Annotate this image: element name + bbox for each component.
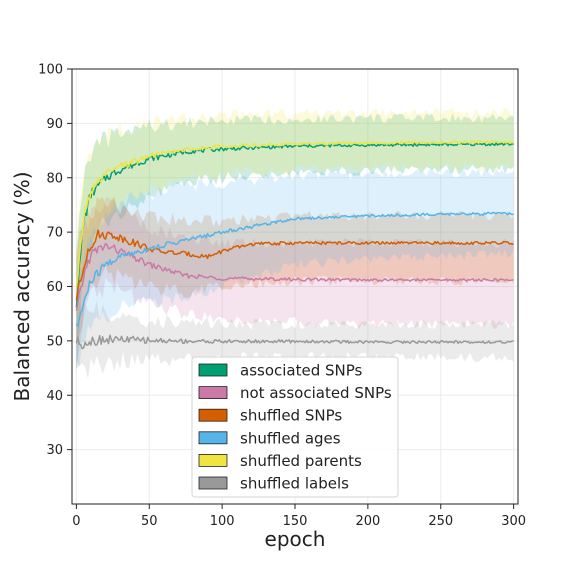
x-tick-label: 200 [355,514,380,529]
legend-label: associated SNPs [240,362,363,380]
legend-swatch [198,476,228,490]
legend-label: shuffled parents [240,452,362,470]
y-tick-label: 60 [46,280,63,295]
legend-swatch [198,431,228,445]
y-tick-label: 70 [46,226,63,241]
y-axis-label: Balanced accuracy (%) [10,171,34,401]
y-tick-label: 40 [46,389,63,404]
legend-label: shuffled SNPs [240,407,342,425]
band-6 [76,290,514,379]
legend: associated SNPs not associated SNPs shuffl… [191,356,399,498]
band-5 [76,107,514,341]
x-tick-label: 150 [283,514,308,529]
series-line-2 [75,242,514,311]
x-tick-label: 50 [141,514,158,529]
x-tick-label: 250 [428,514,453,529]
band-1 [76,113,514,375]
series-lines [75,140,514,350]
y-tick-label: 30 [46,443,63,458]
series-line-6 [75,334,514,350]
y-axis-ticks: 30 40 50 60 70 80 90 100 [38,63,72,458]
legend-label: shuffled ages [240,429,341,447]
band-3 [76,197,514,346]
legend-label: shuffled labels [240,475,349,493]
y-tick-label: 80 [46,171,63,186]
legend-swatch [198,386,228,400]
x-tick-label: 300 [501,514,526,529]
band-4 [76,168,514,367]
legend-label: not associated SNPs [240,384,392,402]
legend-swatch [198,453,228,467]
y-tick-label: 100 [38,63,63,78]
series-line-4 [75,211,514,328]
x-tick-label: 0 [72,514,80,529]
x-tick-label: 100 [210,514,235,529]
legend-swatch [198,363,228,377]
legend-swatch [198,408,228,422]
x-axis-label: epoch [265,527,326,551]
y-tick-label: 90 [46,117,63,132]
y-tick-label: 50 [46,334,63,349]
x-axis-ticks: 0 50 100 150 200 250 300 [72,504,526,529]
legend-box [191,356,399,498]
series-line-5 [75,140,514,288]
